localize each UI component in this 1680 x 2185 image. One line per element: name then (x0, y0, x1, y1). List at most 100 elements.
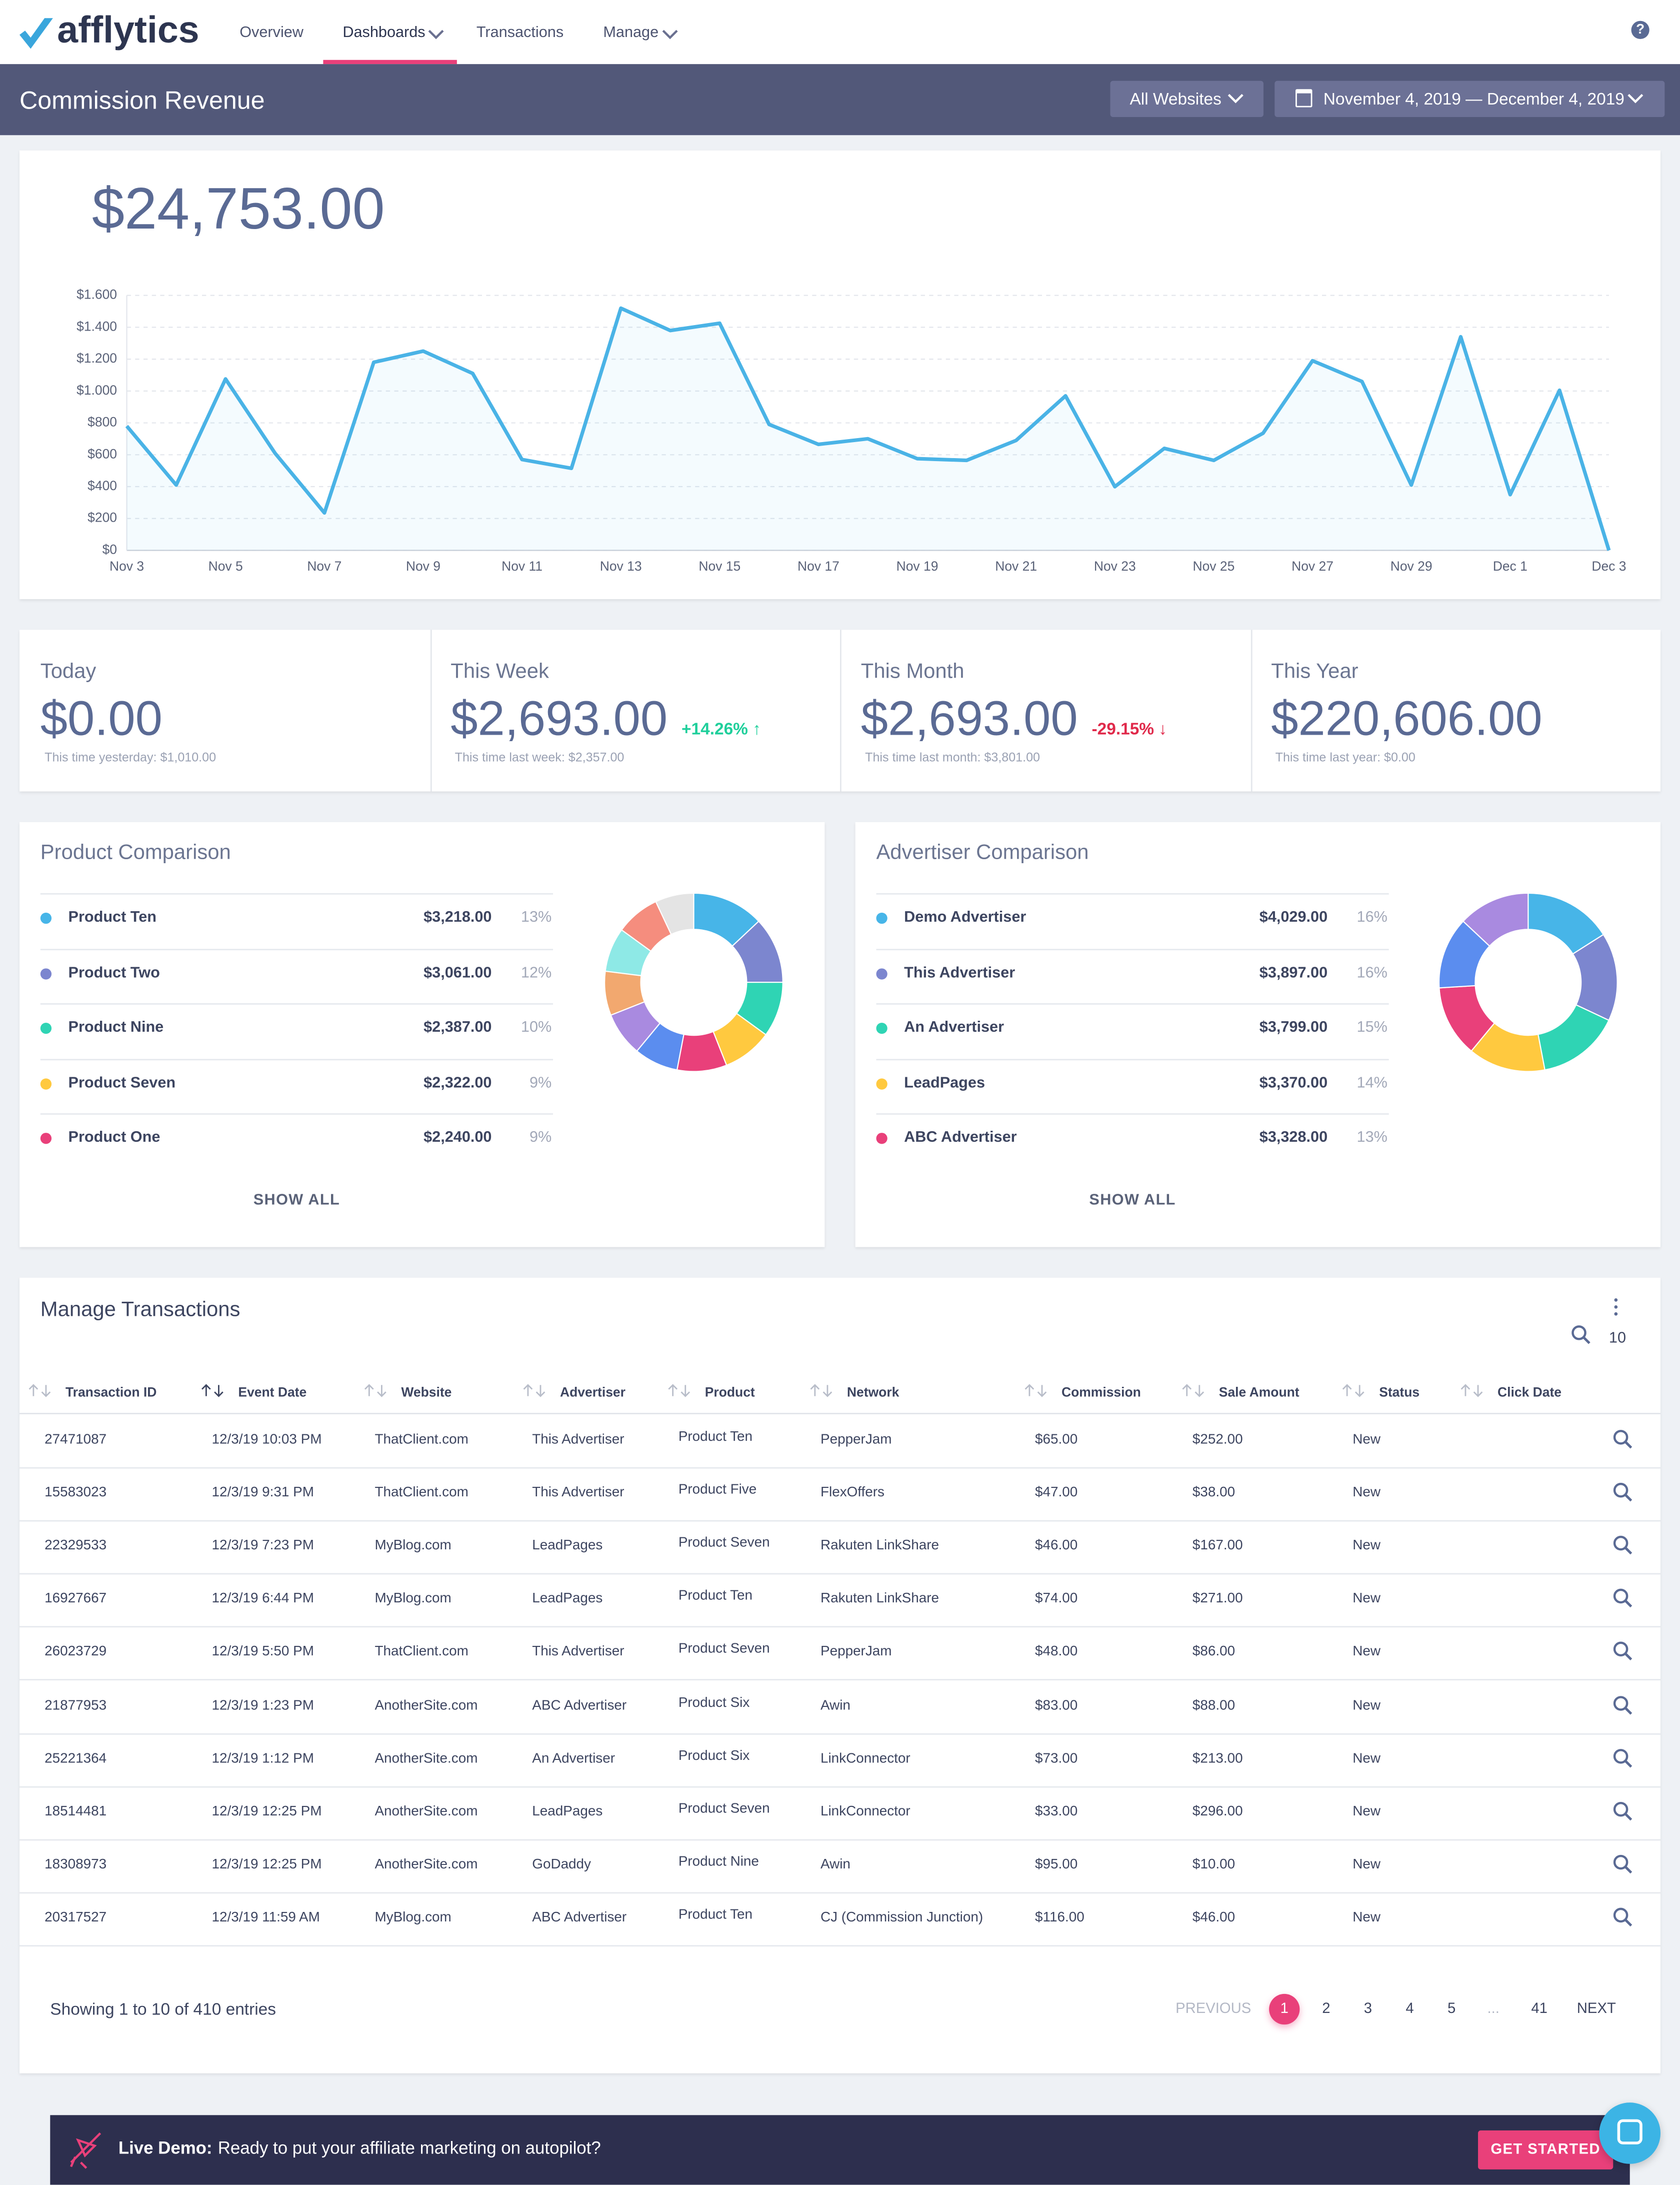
nav-item[interactable]: Overview (240, 24, 304, 42)
table-cell: New (1352, 1538, 1381, 1554)
x-tick-label: Nov 23 (1094, 559, 1136, 574)
table-cell: New (1352, 1857, 1381, 1872)
table-cell: LinkConnector (820, 1804, 910, 1819)
page-link[interactable]: 3 (1364, 2000, 1372, 2017)
nav-active-underline (323, 60, 457, 65)
table-cell: Product Seven (678, 1801, 770, 1817)
nav-item[interactable]: Dashboards (342, 24, 426, 42)
sort-icon (364, 1384, 386, 1397)
column-header[interactable]: Click Date (1498, 1385, 1562, 1401)
chevron-icon (1228, 94, 1244, 104)
column-header[interactable]: Event Date (238, 1385, 307, 1401)
table-cell: Product Ten (678, 1429, 753, 1445)
row-rule (20, 1626, 1660, 1628)
x-tick-label: Nov 13 (600, 559, 642, 574)
y-tick-label: $400 (88, 478, 117, 493)
table-cell: MyBlog.com (374, 1538, 452, 1554)
row-amount: $2,240.00 (424, 1129, 492, 1146)
sort-arrows (28, 1384, 51, 1397)
table-cell: $296.00 (1192, 1804, 1243, 1819)
kpi-comparison: This time last month: $3,801.00 (865, 750, 1040, 765)
table-cell: 12/3/19 9:31 PM (212, 1485, 314, 1501)
get-started-label[interactable]: GET STARTED (1490, 2141, 1600, 2158)
lens (1613, 1589, 1628, 1604)
page-link[interactable]: 2 (1322, 2000, 1330, 2017)
search-icon (1613, 1801, 1632, 1820)
column-header[interactable]: Status (1379, 1385, 1420, 1401)
table-cell: LeadPages (532, 1804, 603, 1819)
x-tick-label: Nov 29 (1390, 559, 1432, 574)
website-filter-label[interactable]: All Websites (1130, 89, 1222, 109)
row-share: 10% (520, 1019, 552, 1036)
date-filter[interactable] (1274, 81, 1665, 118)
handle (1624, 1441, 1632, 1449)
show-all-button[interactable]: SHOW ALL (1089, 1192, 1176, 1209)
calendar-icon (1296, 89, 1312, 108)
row-separator (40, 1058, 554, 1060)
row-amount: $3,897.00 (1259, 964, 1328, 981)
lens (1613, 1695, 1628, 1710)
page-size-select[interactable]: 10 (1608, 1330, 1626, 1347)
table-cell: Rakuten LinkShare (820, 1538, 939, 1554)
handle (1582, 1336, 1590, 1344)
page-link[interactable]: NEXT (1576, 2000, 1616, 2017)
show-all-button[interactable]: SHOW ALL (253, 1192, 340, 1209)
x-tick-label: Nov 19 (896, 559, 938, 574)
page-link[interactable]: 1 (1280, 2000, 1288, 2017)
column-header[interactable]: Commission (1061, 1385, 1141, 1401)
transactions-card (20, 1277, 1660, 2073)
page-link[interactable]: PREVIOUS (1176, 2000, 1252, 2017)
table-cell: $10.00 (1192, 1857, 1236, 1872)
column-header[interactable]: Website (401, 1385, 452, 1401)
nav-item[interactable]: Transactions (476, 24, 564, 42)
row-share: 16% (1356, 964, 1388, 981)
table-cell: New (1352, 1804, 1381, 1819)
page-title: Commission Revenue (20, 86, 265, 115)
table-cell: ABC Advertiser (532, 1697, 627, 1713)
lens (1613, 1483, 1628, 1498)
help-button[interactable] (1631, 21, 1650, 40)
donut-chart (1438, 892, 1618, 1072)
table-cell: New (1352, 1591, 1381, 1607)
row-rule (20, 1891, 1660, 1893)
table-cell: Product Seven (678, 1642, 770, 1657)
table-cell: $252.00 (1192, 1432, 1243, 1448)
column-header[interactable]: Advertiser (560, 1385, 626, 1401)
table-cell: 15583023 (44, 1485, 107, 1501)
demo-banner (50, 2115, 1630, 2185)
row-share: 9% (529, 1129, 552, 1146)
column-header[interactable]: Sale Amount (1218, 1385, 1300, 1401)
get-started-button[interactable] (1478, 2130, 1614, 2169)
table-cell: 12/3/19 6:44 PM (212, 1591, 314, 1607)
kpi-comparison: This time last year: $0.00 (1275, 750, 1416, 765)
page-link[interactable]: 5 (1447, 2000, 1456, 2017)
column-header[interactable]: Network (846, 1385, 900, 1401)
table-cell: An Advertiser (532, 1750, 616, 1766)
kpi-change: -29.15% ↓ (1092, 719, 1168, 739)
date-range-label[interactable]: November 4, 2019 — December 4, 2019 (1323, 89, 1624, 109)
kpi-comparison: This time last week: $2,357.00 (454, 750, 624, 765)
row-separator (876, 893, 1389, 895)
revenue-card (20, 150, 1660, 600)
legend-dot (40, 1022, 52, 1034)
nav-item[interactable]: Manage (603, 24, 659, 42)
chat-button[interactable] (1599, 2102, 1660, 2164)
page-link[interactable]: 41 (1531, 2000, 1548, 2017)
handle (1624, 1812, 1632, 1820)
legend-dot (876, 912, 888, 924)
column-header[interactable]: Product (704, 1385, 755, 1401)
handle (1624, 1494, 1632, 1502)
page-link[interactable]: 4 (1406, 2000, 1414, 2017)
y-tick-label: $800 (88, 415, 117, 430)
table-cell: New (1352, 1750, 1381, 1766)
row-name: Product One (68, 1129, 160, 1146)
x-tick-label: Dec 3 (1592, 559, 1626, 574)
x-tick-label: Nov 27 (1292, 559, 1334, 574)
column-header[interactable]: Transaction ID (65, 1385, 157, 1401)
card-title: Advertiser Comparison (876, 841, 1089, 865)
kpi-divider (1250, 630, 1252, 792)
row-amount: $4,029.00 (1259, 909, 1328, 926)
more-menu-icon (1614, 1298, 1618, 1316)
table-cell: $46.00 (1192, 1910, 1236, 1926)
row-separator (876, 1058, 1389, 1060)
